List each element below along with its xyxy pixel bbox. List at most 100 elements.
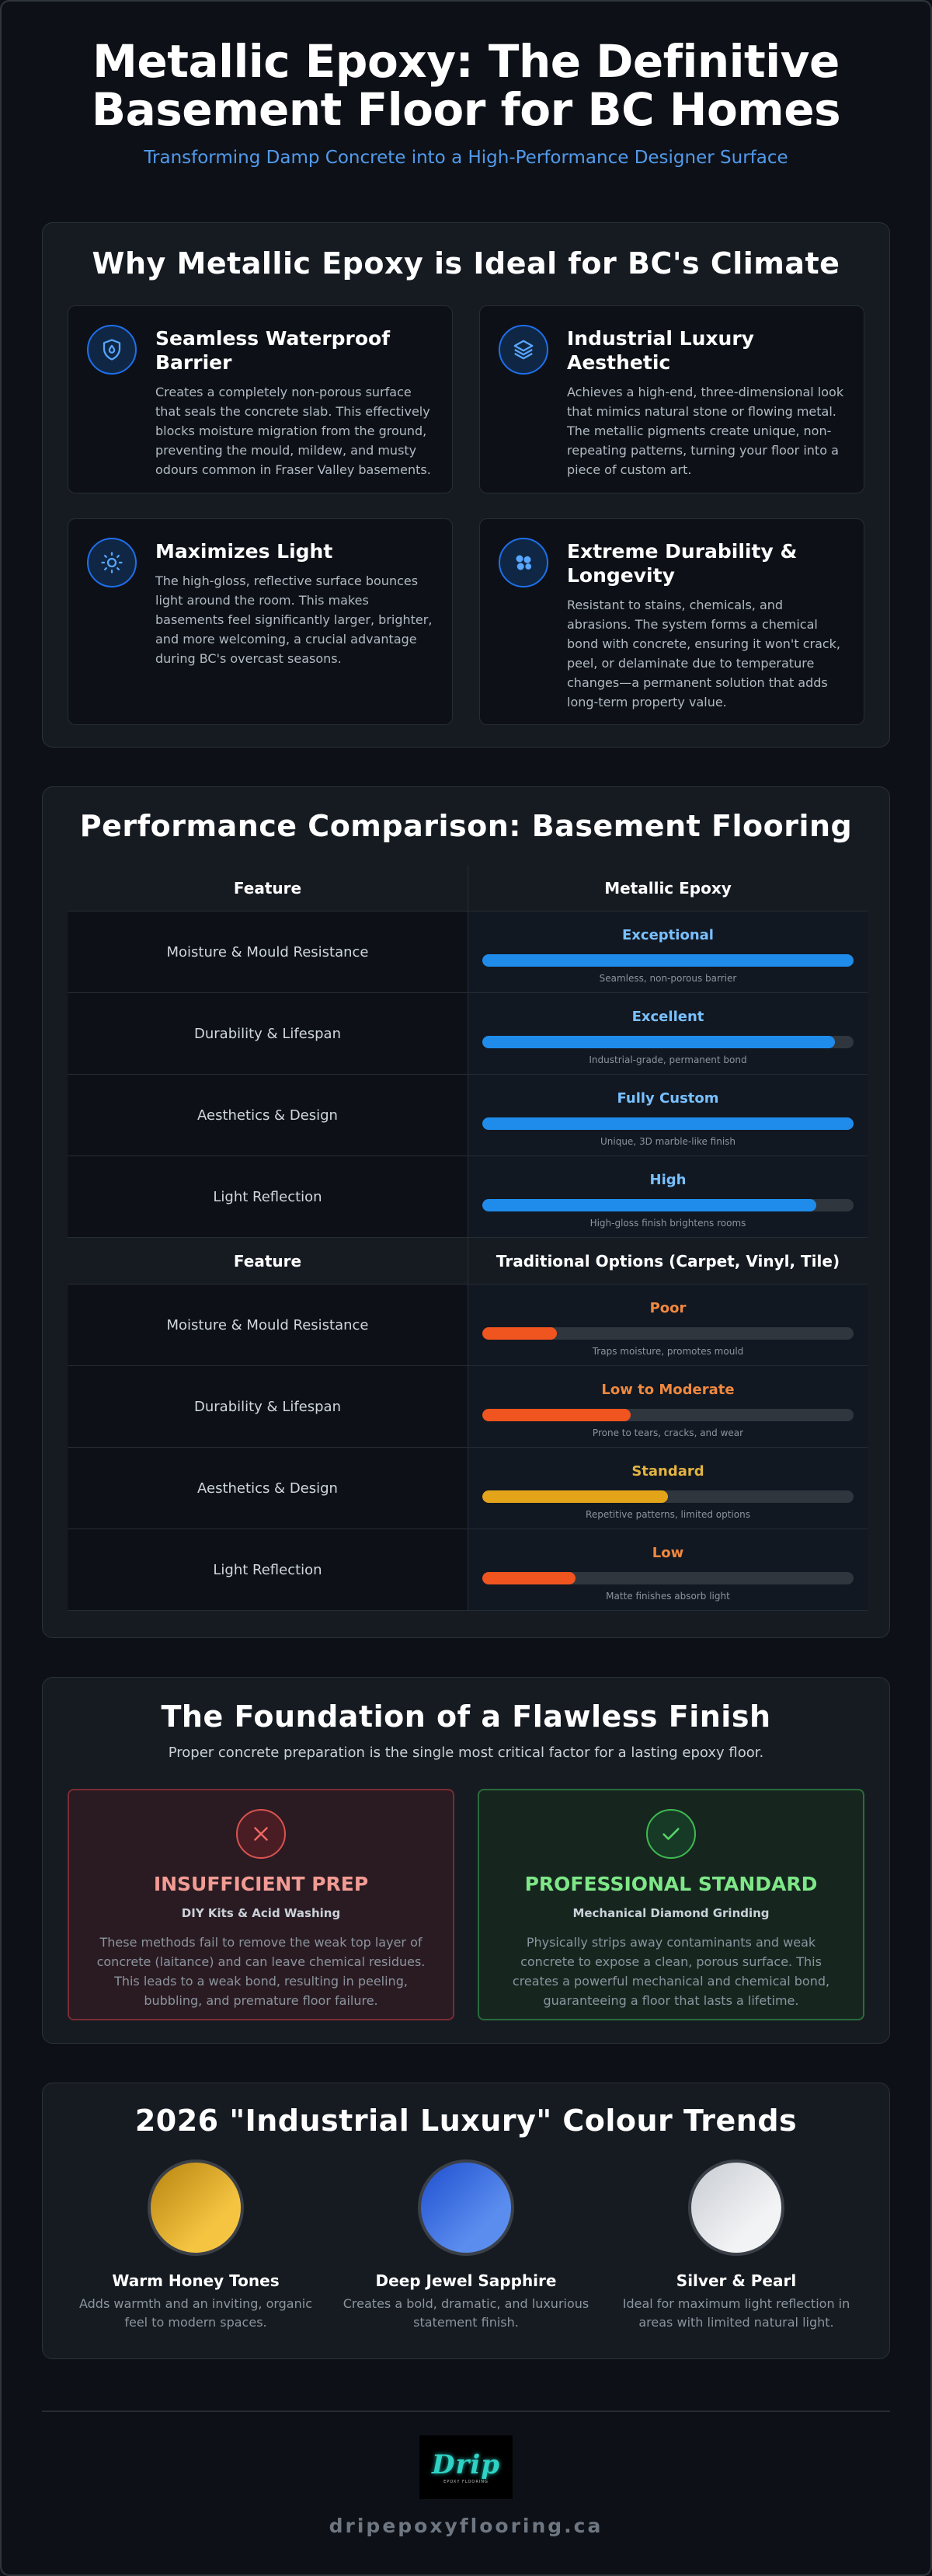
card-title: Industrial Luxury Aesthetic — [567, 327, 754, 374]
check-icon — [646, 1809, 696, 1859]
swatch-text: Adds warmth and an inviting, organic fee… — [78, 2296, 312, 2330]
professional-standard-card: PROFESSIONAL STANDARD Mechanical Diamond… — [478, 1789, 864, 2020]
benefit-card-light: Maximizes Light The high-gloss, reflecti… — [68, 518, 453, 725]
performance-section: Performance Comparison: Basement Floorin… — [42, 786, 890, 1638]
benefit-card-waterproof: Seamless Waterproof Barrier Creates a co… — [68, 305, 453, 493]
rating-label: Excellent — [631, 1009, 704, 1025]
table-row: Light Reflection Low Matte finishes absor… — [68, 1529, 868, 1611]
swatch-name: Silver & Pearl — [676, 2271, 797, 2290]
rating-bar — [482, 1036, 854, 1048]
why-section: Why Metallic Epoxy is Ideal for BC's Cli… — [42, 222, 890, 748]
rating-label: Poor — [649, 1300, 687, 1316]
swatch-text: Creates a bold, dramatic, and luxurious … — [343, 2296, 589, 2330]
performance-title: Performance Comparison: Basement Floorin… — [79, 809, 853, 843]
rating-bar-fill — [482, 1036, 836, 1048]
rating-label: Exceptional — [622, 927, 714, 943]
rating-bar-fill — [482, 1409, 631, 1421]
why-title: Why Metallic Epoxy is Ideal for BC's Cli… — [92, 246, 840, 281]
logo-tagline: EPOXY FLOORING — [443, 2480, 489, 2484]
table-row: Moisture & Mould Resistance Exceptional S… — [68, 912, 868, 993]
swatch-text: Ideal for maximum light reflection in ar… — [622, 2296, 850, 2330]
feature-header: Feature — [68, 865, 468, 911]
footer: Drip EPOXY FLOORING dripepoxyflooring.ca — [42, 2410, 890, 2537]
card-text: Creates a completely non-porous surface … — [155, 385, 431, 477]
feature-header: Feature — [68, 1238, 468, 1284]
rating-label: Low — [652, 1545, 684, 1561]
foundation-title: The Foundation of a Flawless Finish — [161, 1699, 771, 1734]
hero-header: Metallic Epoxy: The Definitive Basement … — [42, 2, 890, 168]
rating-label: Fully Custom — [617, 1090, 719, 1107]
rating-label: High — [649, 1172, 687, 1188]
swatch-sapphire: Deep Jewel Sapphire Creates a bold, dram… — [338, 2159, 594, 2332]
rating-note: Matte finishes absorb light — [606, 1591, 730, 1602]
prep-title: INSUFFICIENT PREP — [153, 1873, 369, 1895]
option-header: Traditional Options (Carpet, Vinyl, Tile… — [496, 1251, 840, 1271]
feature-cell: Durability & Lifespan — [68, 993, 468, 1074]
benefit-card-durability: Extreme Durability & Longevity Resistant… — [479, 518, 864, 725]
swatch-name: Deep Jewel Sapphire — [375, 2271, 557, 2290]
feature-cell: Light Reflection — [68, 1529, 468, 1610]
rating-label: Low to Moderate — [601, 1382, 735, 1398]
prep-method: DIY Kits & Acid Washing — [181, 1906, 341, 1920]
table-row: Aesthetics & Design Fully Custom Unique, … — [68, 1075, 868, 1156]
table-header: Feature Metallic Epoxy — [68, 865, 868, 912]
feature-cell: Aesthetics & Design — [68, 1448, 468, 1529]
insufficient-prep-card: INSUFFICIENT PREP DIY Kits & Acid Washin… — [68, 1789, 454, 2020]
rating-bar — [482, 1490, 854, 1503]
layers-icon — [499, 325, 548, 375]
foundation-section: The Foundation of a Flawless Finish Prop… — [42, 1677, 890, 2044]
table-row: Durability & Lifespan Low to Moderate Pro… — [68, 1366, 868, 1448]
rating-note: Prone to tears, cracks, and wear — [592, 1427, 744, 1438]
molecule-icon — [499, 538, 548, 587]
feature-cell: Moisture & Mould Resistance — [68, 1285, 468, 1365]
sun-icon — [87, 538, 137, 587]
page-subtitle: Transforming Damp Concrete into a High-P… — [144, 148, 788, 168]
brand-logo[interactable]: Drip EPOXY FLOORING — [419, 2435, 513, 2499]
rating-bar-fill — [482, 954, 854, 967]
colour-swatch — [418, 2159, 514, 2256]
prep-text: These methods fail to remove the weak to… — [96, 1935, 426, 2008]
website-link[interactable]: dripepoxyflooring.ca — [329, 2515, 603, 2537]
rating-bar-fill — [482, 1572, 576, 1584]
table-row: Moisture & Mould Resistance Poor Traps mo… — [68, 1285, 868, 1366]
rating-note: Repetitive patterns, limited options — [586, 1509, 750, 1520]
rating-note: Seamless, non-porous barrier — [599, 973, 737, 984]
rating-note: Unique, 3D marble-like finish — [600, 1136, 736, 1147]
trends-title: 2026 "Industrial Luxury" Colour Trends — [134, 2104, 798, 2138]
table-header: Feature Traditional Options (Carpet, Vin… — [68, 1238, 868, 1285]
card-text: The high-gloss, reflective surface bounc… — [155, 573, 433, 666]
prep-title: PROFESSIONAL STANDARD — [524, 1873, 818, 1895]
card-text: Resistant to stains, chemicals, and abra… — [567, 598, 841, 709]
rating-bar — [482, 1117, 854, 1130]
rating-bar-fill — [482, 1327, 557, 1340]
rating-bar-fill — [482, 1117, 854, 1130]
x-icon — [236, 1809, 286, 1859]
swatch-name: Warm Honey Tones — [112, 2271, 280, 2290]
feature-cell: Moisture & Mould Resistance — [68, 912, 468, 992]
rating-note: High-gloss finish brightens rooms — [589, 1218, 746, 1229]
benefit-card-aesthetic: Industrial Luxury Aesthetic Achieves a h… — [479, 305, 864, 493]
rating-note: Industrial-grade, permanent bond — [589, 1054, 747, 1065]
colour-trends-section: 2026 "Industrial Luxury" Colour Trends W… — [42, 2083, 890, 2359]
option-header: Metallic Epoxy — [604, 878, 732, 898]
rating-note: Traps moisture, promotes mould — [592, 1346, 744, 1357]
colour-swatch — [688, 2159, 784, 2256]
card-title: Maximizes Light — [155, 540, 333, 563]
page-title: Metallic Epoxy: The Definitive Basement … — [91, 35, 841, 136]
feature-cell: Durability & Lifespan — [68, 1366, 468, 1447]
rating-bar — [482, 1327, 854, 1340]
colour-swatch — [148, 2159, 244, 2256]
card-text: Achieves a high-end, three-dimensional l… — [567, 385, 844, 477]
feature-cell: Aesthetics & Design — [68, 1075, 468, 1156]
table-row: Durability & Lifespan Excellent Industria… — [68, 993, 868, 1075]
card-title: Extreme Durability & Longevity — [567, 540, 798, 587]
swatch-silver: Silver & Pearl Ideal for maximum light r… — [608, 2159, 864, 2332]
rating-bar — [482, 1409, 854, 1421]
foundation-lead: Proper concrete preparation is the singl… — [168, 1745, 764, 1761]
rating-label: Standard — [631, 1463, 704, 1480]
shield-droplet-icon — [87, 325, 137, 375]
comparison-table: Feature Metallic Epoxy Moisture & Mould … — [68, 865, 868, 1611]
logo-wordmark: Drip — [431, 2449, 501, 2480]
feature-cell: Light Reflection — [68, 1156, 468, 1237]
